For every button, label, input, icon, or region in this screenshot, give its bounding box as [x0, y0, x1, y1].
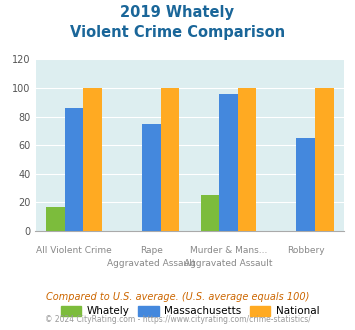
Text: 2019 Whately: 2019 Whately [120, 5, 235, 20]
Bar [296, 138, 315, 231]
Bar [142, 124, 160, 231]
Bar [219, 94, 238, 231]
Legend: Whately, Massachusetts, National: Whately, Massachusetts, National [56, 301, 323, 321]
Bar [83, 88, 102, 231]
Text: © 2024 CityRating.com - https://www.cityrating.com/crime-statistics/: © 2024 CityRating.com - https://www.city… [45, 315, 310, 324]
Text: Compared to U.S. average. (U.S. average equals 100): Compared to U.S. average. (U.S. average … [46, 292, 309, 302]
Bar [201, 195, 219, 231]
Bar [46, 207, 65, 231]
Bar [315, 88, 334, 231]
Bar [65, 108, 83, 231]
Text: Robbery: Robbery [287, 246, 324, 255]
Bar [238, 88, 256, 231]
Text: Violent Crime Comparison: Violent Crime Comparison [70, 25, 285, 40]
Text: Rape: Rape [140, 246, 163, 255]
Text: Aggravated Assault: Aggravated Assault [184, 259, 273, 268]
Text: Murder & Mans...: Murder & Mans... [190, 246, 267, 255]
Text: Aggravated Assault: Aggravated Assault [107, 259, 196, 268]
Bar [160, 88, 179, 231]
Text: All Violent Crime: All Violent Crime [36, 246, 112, 255]
